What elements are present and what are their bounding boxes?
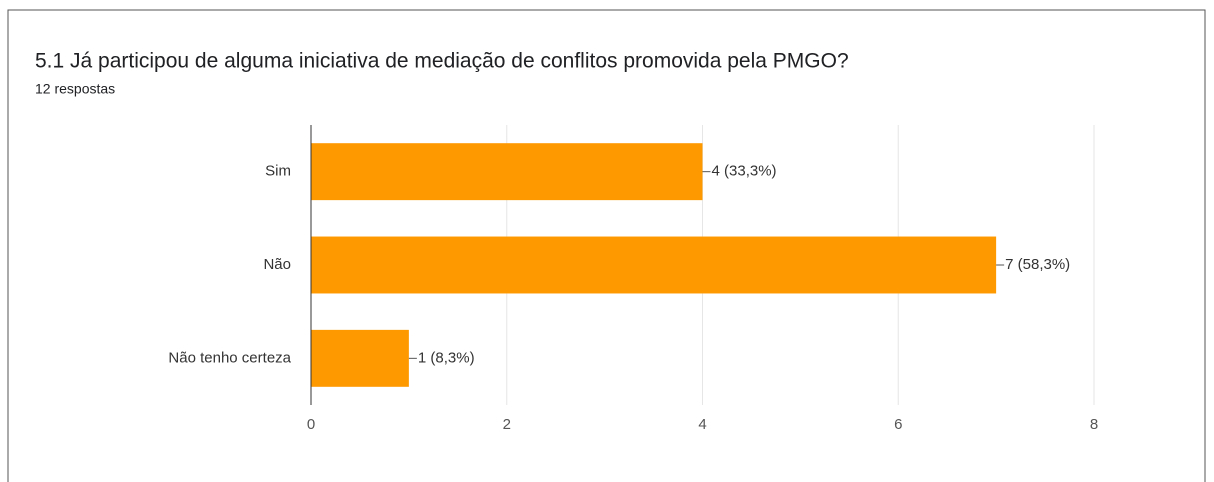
chart-subtitle: 12 respostas [35,81,115,97]
x-tick-label: 6 [894,416,902,433]
data-label: 7 (58,3%) [1005,256,1070,273]
y-tick-label: Sim [265,163,291,180]
x-tick-label: 4 [698,416,706,433]
card-border [7,9,1206,482]
x-tick-label: 8 [1090,416,1098,433]
y-tick-label: Não tenho certeza [168,349,291,366]
bar [311,236,997,294]
x-tick-label: 0 [307,416,315,433]
data-label: 1 (8,3%) [418,349,475,366]
bar [311,143,703,201]
data-label: 4 (33,3%) [712,163,777,180]
y-tick-label: Não [263,256,291,273]
chart-title: 5.1 Já participou de alguma iniciativa d… [35,50,849,73]
bar [311,329,409,387]
x-tick-label: 2 [503,416,511,433]
